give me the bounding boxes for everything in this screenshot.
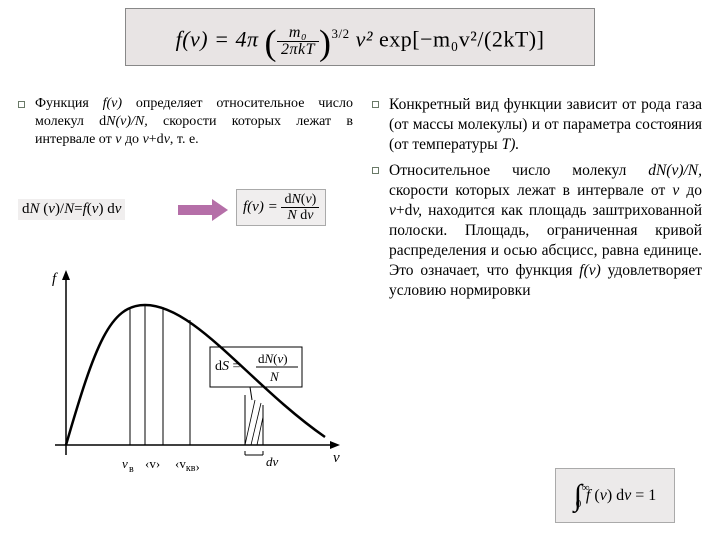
svg-text:‹vкв›: ‹vкв› (175, 456, 200, 474)
left-paragraph-1: Функция f(v) определяет относительное чи… (35, 95, 353, 149)
formula-tail: exp[−m₀v²/(2kT)] (379, 26, 544, 51)
paren-right: ) (319, 22, 332, 62)
formula-mid: v² (356, 26, 373, 51)
svg-text:‹v›: ‹v› (145, 456, 160, 471)
svg-text:в: в (129, 464, 134, 475)
formula-exp: 3/2 (332, 26, 350, 41)
equation-row: dN (v)/N=f(v) dv f(v) = dN(v) N dv (18, 185, 353, 233)
bullet-icon (372, 101, 379, 108)
distribution-chart: f v dv v в ‹v› ‹vкв› dS = dN(v) N (40, 265, 345, 490)
formula-lhs: f(v) = 4π (176, 26, 259, 51)
right-bullet-1: Конкретный вид функции зависит от рода г… (372, 95, 702, 155)
main-formula: f(v) = 4π (m₀2πkT)3/2 v² exp[−m₀v²/(2kT)… (125, 8, 595, 66)
normalization-formula: ∞ ∫ 0 f (v) dv = 1 (555, 468, 675, 523)
svg-text:dS =: dS = (215, 359, 241, 374)
svg-text:dN(v): dN(v) (258, 351, 288, 366)
svg-text:dv: dv (266, 454, 279, 469)
svg-text:f: f (52, 271, 58, 287)
formula-fraction: m₀2πkT (277, 25, 319, 58)
bullet-icon (372, 167, 379, 174)
svg-text:v: v (333, 450, 340, 466)
paren-left: ( (264, 22, 277, 62)
left-bullet-1: Функция f(v) определяет относительное чи… (18, 95, 353, 149)
right-paragraph-2: Относительное число молекул dN(v)/N, ско… (389, 161, 702, 301)
right-paragraph-1: Конкретный вид функции зависит от рода г… (389, 95, 702, 155)
svg-text:v: v (122, 456, 128, 471)
equation-right: f(v) = dN(v) N dv (236, 189, 326, 226)
equation-left: dN (v)/N=f(v) dv (18, 199, 125, 220)
svg-text:N: N (269, 369, 280, 384)
bullet-icon (18, 101, 25, 108)
integral-sign: ∞ ∫ 0 (574, 481, 582, 511)
right-column: Конкретный вид функции зависит от рода г… (372, 95, 702, 307)
arrow-icon (178, 199, 228, 221)
eq-right-frac: dN(v) N dv (281, 192, 319, 223)
left-column: Функция f(v) определяет относительное чи… (18, 95, 353, 155)
right-bullet-2: Относительное число молекул dN(v)/N, ско… (372, 161, 702, 301)
